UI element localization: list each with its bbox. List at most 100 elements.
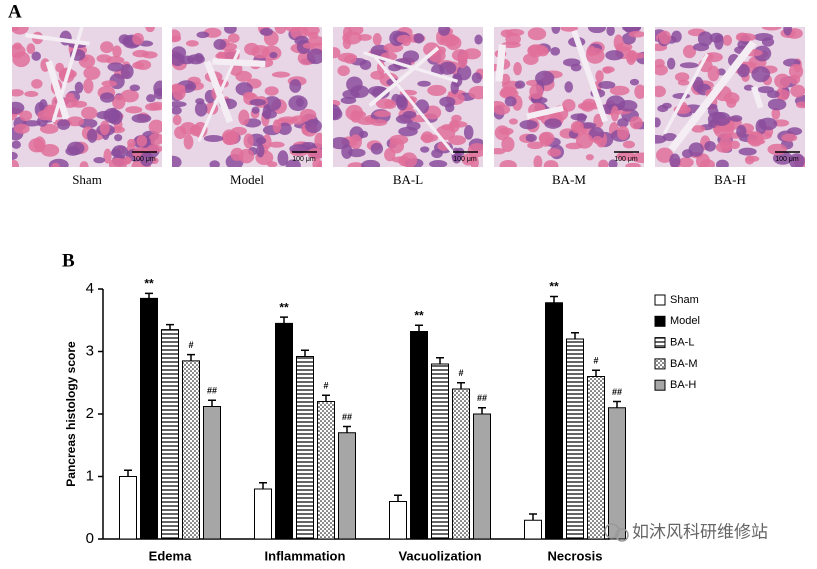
cell xyxy=(535,70,555,86)
y-tick-label: 2 xyxy=(86,405,94,422)
significance: ** xyxy=(549,280,559,294)
cell xyxy=(560,27,578,32)
cell xyxy=(333,107,343,121)
cell xyxy=(467,143,483,158)
cell xyxy=(337,65,350,77)
cell xyxy=(342,27,352,39)
cell xyxy=(71,100,88,108)
cell xyxy=(87,128,98,143)
cell xyxy=(677,157,694,167)
cell xyxy=(789,153,805,167)
cell xyxy=(456,64,472,81)
image-label: BA-M xyxy=(552,172,586,187)
tissue xyxy=(172,27,322,167)
cell xyxy=(451,49,469,62)
legend-swatch xyxy=(654,379,666,391)
legend-label: BA-L xyxy=(670,337,694,349)
septum xyxy=(368,46,440,108)
bar xyxy=(203,406,221,540)
cell xyxy=(306,48,322,65)
x-tick-label: Edema xyxy=(149,548,192,563)
cell xyxy=(99,120,110,136)
cell xyxy=(605,50,624,61)
septum xyxy=(25,33,90,46)
cell xyxy=(348,27,364,36)
cell xyxy=(172,155,182,167)
cell xyxy=(288,95,308,112)
cell xyxy=(132,61,144,69)
x-tick-label: Vacuolization xyxy=(398,548,481,563)
cell xyxy=(101,80,118,87)
cell xyxy=(108,107,119,124)
legend-swatch xyxy=(654,315,666,327)
cell xyxy=(427,84,447,96)
significance: # xyxy=(323,381,328,391)
tissue xyxy=(12,27,162,167)
cell xyxy=(441,123,455,131)
cell xyxy=(500,73,511,86)
cell xyxy=(468,85,483,100)
cell xyxy=(622,140,635,149)
cell xyxy=(12,27,29,35)
cell xyxy=(145,102,161,111)
cell xyxy=(657,104,669,113)
cell xyxy=(93,157,106,164)
bar xyxy=(545,302,563,540)
cell xyxy=(753,33,774,42)
cell xyxy=(203,134,224,142)
cell xyxy=(655,85,666,98)
cell xyxy=(667,57,676,70)
bar xyxy=(296,356,314,540)
cell xyxy=(450,79,460,95)
cell xyxy=(613,34,624,51)
cell xyxy=(51,162,60,167)
significance: # xyxy=(593,356,598,366)
cell xyxy=(787,127,803,136)
cell xyxy=(256,143,265,158)
cell xyxy=(238,148,255,164)
legend-label: BA-H xyxy=(670,379,696,391)
cell xyxy=(24,90,39,98)
cell xyxy=(508,118,518,125)
cell xyxy=(227,33,240,43)
cell xyxy=(598,159,609,167)
cell xyxy=(172,29,181,43)
cell xyxy=(333,137,350,150)
panel-label: A xyxy=(8,1,22,22)
cell xyxy=(592,135,603,144)
cell xyxy=(707,65,720,82)
cell xyxy=(420,133,438,143)
cell xyxy=(527,141,544,150)
cell xyxy=(374,110,391,118)
cell xyxy=(795,101,805,109)
tissue xyxy=(655,27,805,167)
cell xyxy=(498,127,514,136)
legend-swatch xyxy=(654,358,666,370)
cell xyxy=(83,78,94,94)
legend-label: Sham xyxy=(670,294,699,306)
cell xyxy=(185,40,199,47)
cell xyxy=(413,33,425,44)
cell xyxy=(714,34,724,50)
cell xyxy=(767,98,787,111)
cell xyxy=(402,110,417,119)
cell xyxy=(500,86,517,98)
cell xyxy=(747,131,764,147)
histology-image: 100 μm xyxy=(333,27,483,167)
cell xyxy=(699,159,716,167)
scale-bar-label: 100 μm xyxy=(614,156,638,163)
cell xyxy=(501,136,515,152)
cell xyxy=(221,131,240,145)
cell xyxy=(713,123,734,139)
cell xyxy=(12,151,18,160)
cell xyxy=(629,116,643,130)
cell xyxy=(196,31,210,39)
cell xyxy=(79,161,89,167)
bar xyxy=(608,407,626,540)
cell xyxy=(361,159,381,167)
cell xyxy=(628,30,644,38)
cell xyxy=(598,80,616,89)
cell xyxy=(277,122,292,135)
significance: ** xyxy=(144,277,154,291)
cell xyxy=(712,111,731,126)
